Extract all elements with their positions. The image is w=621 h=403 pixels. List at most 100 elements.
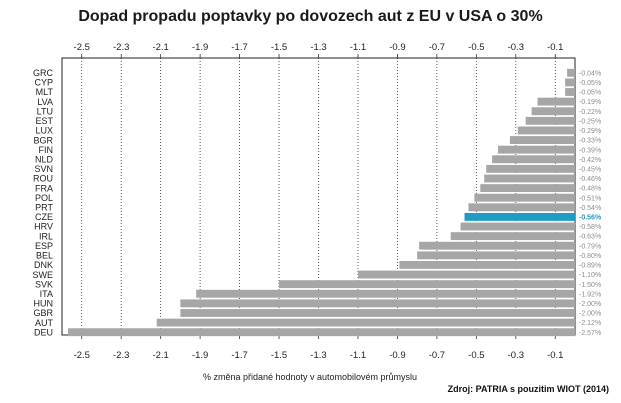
x-tick-label-bottom: -1.3 [310, 350, 326, 361]
source-note: Zdroj: PATRIA s pouzitim WIOT (2014) [447, 384, 609, 394]
x-tick-label-top: -1.5 [271, 42, 287, 53]
value-label: -0.58% [579, 224, 601, 231]
x-tick-label-top: -0.9 [389, 42, 405, 53]
value-label: -0.45% [579, 166, 601, 173]
category-label: FIN [39, 145, 54, 155]
value-label: -0.48% [579, 186, 601, 193]
bar [484, 174, 575, 183]
value-label: -2.57% [579, 330, 601, 337]
bar [399, 261, 575, 269]
bar [474, 193, 575, 202]
category-label: LTU [37, 106, 53, 116]
category-label: SVK [35, 279, 53, 289]
bar [460, 222, 575, 231]
value-label: -0.19% [579, 99, 601, 106]
category-label: AUT [35, 318, 54, 328]
x-tick-label-top: -2.3 [113, 42, 129, 53]
category-label: ROU [33, 174, 53, 184]
category-label: FRA [35, 183, 53, 193]
bar [279, 280, 575, 289]
value-label: -0.54% [579, 205, 601, 212]
x-tick-label-bottom: -1.9 [192, 350, 208, 361]
bar [565, 78, 575, 87]
bar [565, 88, 575, 96]
bar [180, 299, 575, 308]
category-label: GRC [33, 68, 54, 78]
value-label: -0.04% [579, 70, 601, 77]
x-tick-label-top: -2.1 [152, 42, 168, 53]
value-label: -0.42% [579, 157, 601, 164]
bar [525, 116, 575, 125]
value-label: -0.56% [579, 215, 602, 222]
category-label: BGR [33, 135, 53, 145]
category-label: MLT [36, 87, 54, 97]
x-tick-label-bottom: -2.5 [74, 350, 90, 361]
value-label: -0.51% [579, 195, 601, 202]
value-label: -0.29% [579, 128, 601, 135]
bar [464, 212, 575, 221]
category-label: HRV [34, 222, 53, 232]
value-label: -2.12% [579, 320, 601, 327]
category-label: POL [35, 193, 53, 203]
bar [509, 136, 575, 144]
bar [417, 251, 575, 260]
category-label: NLD [35, 154, 54, 164]
x-axis-label: % změna přidané hodnoty v automobilovém … [202, 372, 418, 382]
bar [492, 155, 575, 164]
category-label: GBR [33, 308, 53, 318]
value-label: -2.00% [579, 301, 601, 308]
category-label: ESP [35, 241, 53, 251]
bar [156, 318, 575, 327]
x-tick-label-top: -1.9 [192, 42, 208, 53]
value-label: -1.50% [579, 282, 601, 289]
value-label: -0.89% [579, 263, 601, 270]
x-tick-label-bottom: -0.5 [468, 350, 484, 361]
x-tick-label-top: -1.7 [231, 42, 247, 53]
x-tick-label-top: -0.7 [429, 42, 445, 53]
value-label: -2.00% [579, 311, 601, 318]
category-label: DNK [34, 260, 53, 270]
bar [517, 126, 575, 135]
category-label: SVN [34, 164, 53, 174]
bar [567, 68, 575, 77]
category-label: EST [35, 116, 53, 126]
bar [480, 184, 575, 193]
category-label: LVA [37, 97, 53, 107]
x-tick-label-top: -0.1 [547, 42, 563, 53]
x-tick-label-top: -0.3 [508, 42, 524, 53]
value-label: -0.05% [579, 90, 601, 97]
bar [531, 107, 575, 116]
bar [419, 241, 575, 250]
category-label: IRL [39, 231, 53, 241]
category-label: CYP [34, 78, 53, 88]
bar [537, 97, 575, 106]
bar [486, 164, 575, 173]
value-label: -0.39% [579, 147, 601, 154]
bar [468, 203, 575, 212]
x-tick-label-bottom: -0.7 [429, 350, 445, 361]
category-label: SWE [32, 270, 53, 280]
value-label: -0.05% [579, 80, 601, 87]
bar [196, 289, 575, 298]
x-tick-label-bottom: -1.1 [350, 350, 366, 361]
value-label: -0.22% [579, 109, 601, 116]
x-tick-label-bottom: -0.1 [547, 350, 563, 361]
value-label: -1.92% [579, 291, 601, 298]
category-label: CZE [35, 212, 53, 222]
bar [67, 328, 576, 337]
x-tick-label-bottom: -0.3 [508, 350, 524, 361]
x-tick-label-top: -0.5 [468, 42, 484, 53]
bar [450, 232, 575, 241]
bar [180, 309, 575, 317]
x-tick-label-top: -1.1 [350, 42, 366, 53]
x-tick-label-bottom: -0.9 [389, 350, 405, 361]
value-label: -0.79% [579, 243, 601, 250]
bar [357, 270, 575, 279]
x-tick-label-top: -1.3 [310, 42, 326, 53]
value-label: -1.10% [579, 272, 601, 279]
category-label: PRT [35, 203, 53, 213]
value-label: -0.63% [579, 234, 601, 241]
x-tick-label-bottom: -1.5 [271, 350, 287, 361]
